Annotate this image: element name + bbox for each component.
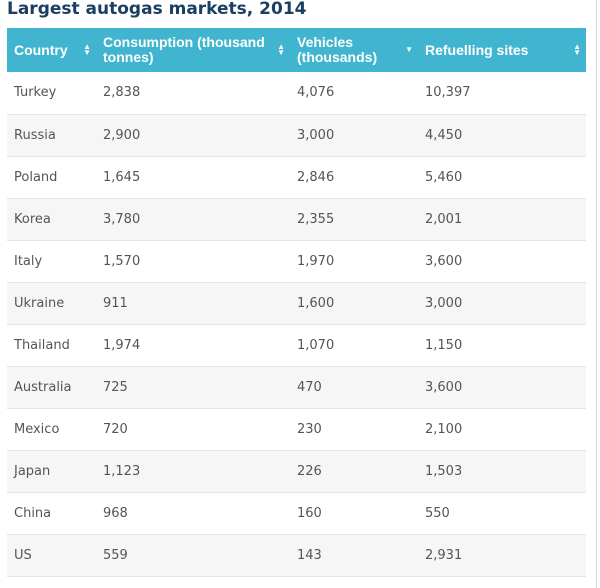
cell-country: US (7, 534, 96, 577)
column-header-label: Refuelling sites (425, 41, 529, 58)
table-row: Japan 1,123 226 1,503 (7, 450, 586, 493)
cell-refuelling-sites: 3,600 (418, 240, 586, 283)
table-row: Italy 1,570 1,970 3,600 (7, 240, 586, 283)
cell-consumption: 725 (96, 366, 290, 409)
cell-consumption: 720 (96, 408, 290, 451)
table-row: Thailand 1,974 1,070 1,150 (7, 324, 586, 367)
sort-both-icon[interactable]: ▲ ▼ (83, 42, 91, 57)
data-table: Country ▲ ▼ Consumption (thousand tonnes)… (7, 28, 586, 577)
cell-consumption: 1,570 (96, 240, 290, 283)
cell-consumption: 3,780 (96, 198, 290, 241)
column-header-label: Consumption (thousand tonnes) (103, 34, 265, 65)
cell-consumption: 2,838 (96, 72, 290, 115)
cell-refuelling-sites: 5,460 (418, 156, 586, 199)
page-title: Largest autogas markets, 2014 (7, 0, 307, 19)
cell-consumption: 559 (96, 534, 290, 577)
cell-country: Thailand (7, 324, 96, 367)
cell-country: Russia (7, 114, 96, 157)
cell-vehicles: 1,970 (290, 240, 418, 283)
cell-vehicles: 1,600 (290, 282, 418, 325)
cell-country: Japan (7, 450, 96, 493)
cell-refuelling-sites: 1,503 (418, 450, 586, 493)
column-header-refuelling-sites[interactable]: Refuelling sites ▲ ▼ (418, 28, 586, 72)
cell-consumption: 1,974 (96, 324, 290, 367)
table-row: Mexico 720 230 2,100 (7, 408, 586, 451)
table-row: Russia 2,900 3,000 4,450 (7, 114, 586, 157)
table-row: Poland 1,645 2,846 5,460 (7, 156, 586, 199)
cell-vehicles: 1,070 (290, 324, 418, 367)
table-row: China 968 160 550 (7, 492, 586, 535)
cell-vehicles: 160 (290, 492, 418, 535)
table-row: Korea 3,780 2,355 2,001 (7, 198, 586, 241)
header-row: Country ▲ ▼ Consumption (thousand tonnes)… (7, 28, 586, 72)
column-header-label: Vehicles (thousands) (297, 34, 378, 65)
divider (596, 0, 597, 588)
cell-country: Korea (7, 198, 96, 241)
cell-refuelling-sites: 2,100 (418, 408, 586, 451)
cell-consumption: 1,645 (96, 156, 290, 199)
cell-consumption: 2,900 (96, 114, 290, 157)
cell-refuelling-sites: 2,931 (418, 534, 586, 577)
column-header-consumption[interactable]: Consumption (thousand tonnes) ▲ ▼ (96, 28, 290, 72)
table-row: Turkey 2,838 4,076 10,397 (7, 72, 586, 115)
table-body: Turkey 2,838 4,076 10,397 Russia 2,900 3,000 4,… (7, 72, 586, 577)
cell-country: Ukraine (7, 282, 96, 325)
cell-vehicles: 143 (290, 534, 418, 577)
cell-country: Australia (7, 366, 96, 409)
cell-consumption: 1,123 (96, 450, 290, 493)
cell-vehicles: 2,846 (290, 156, 418, 199)
table-row: Australia 725 470 3,600 (7, 366, 586, 409)
column-header-country[interactable]: Country ▲ ▼ (7, 28, 96, 72)
sort-desc-icon[interactable]: ▼ (405, 45, 413, 54)
cell-vehicles: 2,355 (290, 198, 418, 241)
cell-refuelling-sites: 3,000 (418, 282, 586, 325)
cell-country: Turkey (7, 72, 96, 115)
cell-consumption: 911 (96, 282, 290, 325)
cell-refuelling-sites: 550 (418, 492, 586, 535)
cell-refuelling-sites: 3,600 (418, 366, 586, 409)
cell-refuelling-sites: 10,397 (418, 72, 586, 115)
cell-country: Poland (7, 156, 96, 199)
sort-both-icon[interactable]: ▲ ▼ (277, 42, 285, 57)
cell-country: Mexico (7, 408, 96, 451)
cell-consumption: 968 (96, 492, 290, 535)
cell-country: China (7, 492, 96, 535)
cell-refuelling-sites: 4,450 (418, 114, 586, 157)
column-header-label: Country (14, 41, 68, 58)
cell-vehicles: 470 (290, 366, 418, 409)
cell-vehicles: 230 (290, 408, 418, 451)
cell-vehicles: 226 (290, 450, 418, 493)
cell-country: Italy (7, 240, 96, 283)
table-row: US 559 143 2,931 (7, 534, 586, 577)
sort-both-icon[interactable]: ▲ ▼ (573, 42, 581, 57)
cell-vehicles: 3,000 (290, 114, 418, 157)
cell-refuelling-sites: 2,001 (418, 198, 586, 241)
cell-refuelling-sites: 1,150 (418, 324, 586, 367)
cell-vehicles: 4,076 (290, 72, 418, 115)
column-header-vehicles[interactable]: Vehicles (thousands) ▼ (290, 28, 418, 72)
table-row: Ukraine 911 1,600 3,000 (7, 282, 586, 325)
